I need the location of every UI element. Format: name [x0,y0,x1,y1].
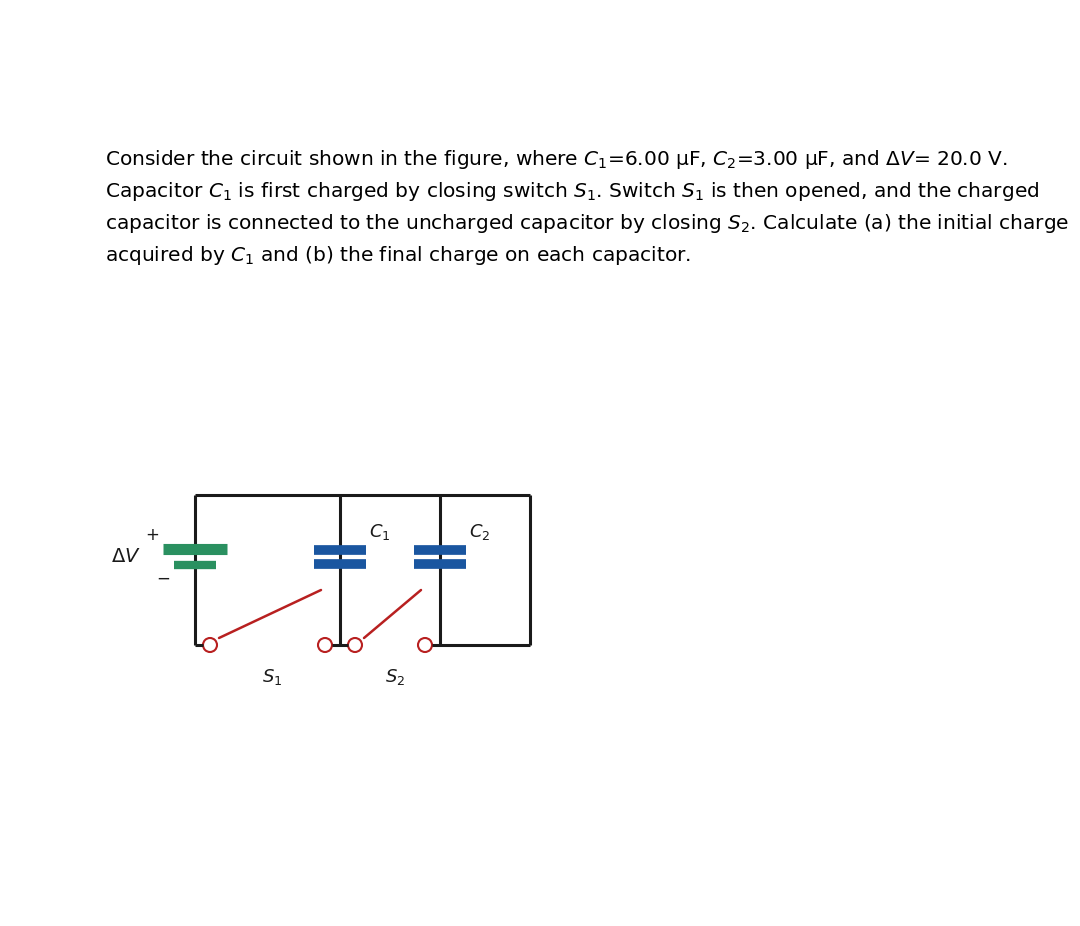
Text: $S_1$: $S_1$ [262,667,283,687]
Text: +: + [145,526,159,544]
Text: $S_2$: $S_2$ [384,667,405,687]
Text: −: − [157,570,171,588]
Text: acquired by $C_1$ and (b) the final charge on each capacitor.: acquired by $C_1$ and (b) the final char… [105,244,691,267]
Text: $C_1$: $C_1$ [369,522,391,542]
Text: Consider the circuit shown in the figure, where $C_1$=6.00 μF, $C_2$=3.00 μF, an: Consider the circuit shown in the figure… [105,148,1008,171]
Text: $C_2$: $C_2$ [469,522,490,542]
Text: capacitor is connected to the uncharged capacitor by closing $S_2$. Calculate (a: capacitor is connected to the uncharged … [105,212,1069,235]
Text: Capacitor $C_1$ is first charged by closing switch $S_1$. Switch $S_1$ is then o: Capacitor $C_1$ is first charged by clos… [105,180,1039,203]
Text: $\Delta V$: $\Delta V$ [111,547,141,567]
